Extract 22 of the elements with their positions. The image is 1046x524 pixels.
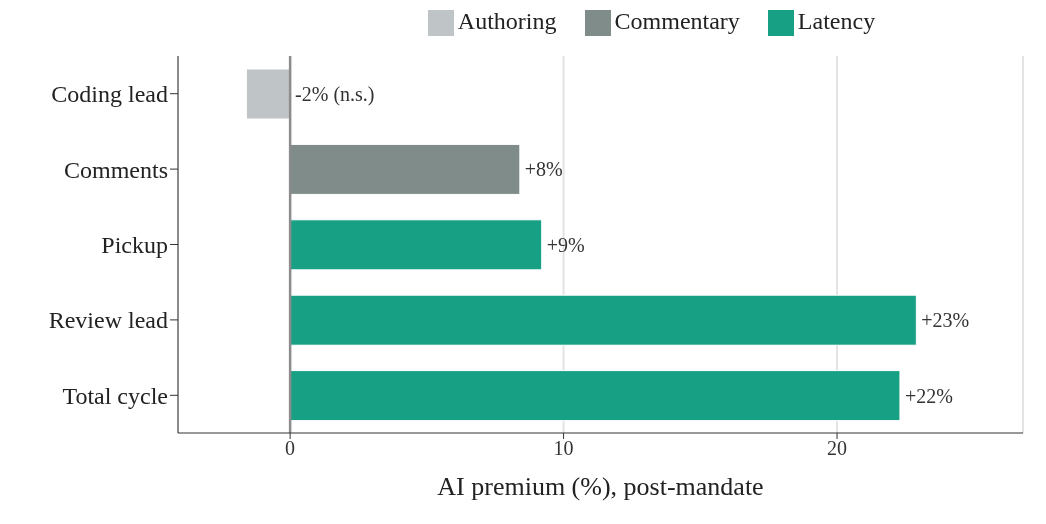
y-tick-label: Comments <box>63 156 168 183</box>
x-tick-label: 20 <box>827 437 848 460</box>
legend-label: Authoring <box>457 8 557 34</box>
y-tick-label: Coding lead <box>51 81 168 108</box>
legend-label: Latency <box>797 8 876 34</box>
y-tick-label: Pickup <box>101 232 168 259</box>
bar <box>289 143 521 195</box>
data-label: -2% (n.s.) <box>295 83 375 106</box>
x-tick-label: 10 <box>553 437 574 460</box>
bar <box>289 219 543 271</box>
bar <box>289 370 901 422</box>
data-label: +8% <box>524 158 563 181</box>
data-label: +22% <box>904 384 953 407</box>
bar <box>289 294 917 346</box>
data-label: +23% <box>921 309 970 332</box>
legend-label: Commentary <box>614 8 740 34</box>
x-tick-label: 0 <box>285 437 296 460</box>
y-tick-label: Review lead <box>48 307 168 334</box>
data-label: +9% <box>546 233 585 256</box>
y-tick-label: Total cycle <box>62 382 168 409</box>
bar <box>245 68 291 120</box>
x-axis-title: AI premium (%), post-mandate <box>437 472 764 501</box>
